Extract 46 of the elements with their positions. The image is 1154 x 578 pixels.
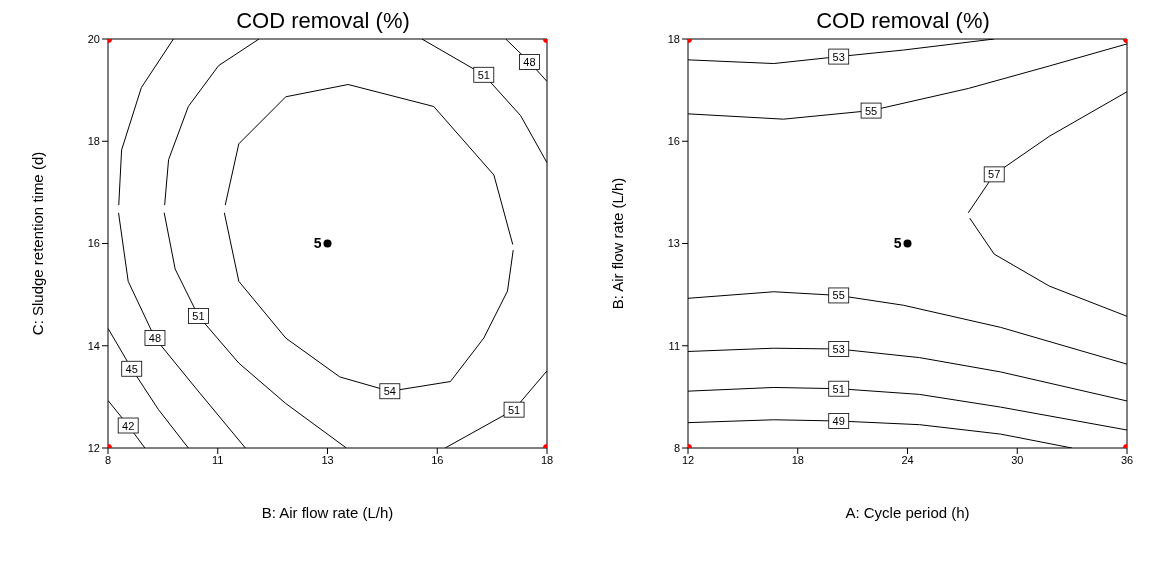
y-tick-label: 18 xyxy=(667,32,680,45)
series-label: 45 xyxy=(125,362,138,375)
y-tick-label: 8 xyxy=(673,441,680,454)
y-tick-label: 20 xyxy=(87,32,100,45)
x-axis-title: A: Cycle period (h) xyxy=(845,504,970,521)
y-tick-label: 14 xyxy=(87,339,100,352)
y-tick-label: 12 xyxy=(87,441,100,454)
point xyxy=(323,239,332,248)
series-label: 53 xyxy=(832,343,845,356)
series-label: 51 xyxy=(832,382,845,395)
series-label: 53 xyxy=(832,50,845,63)
x-tick-label: 18 xyxy=(791,453,804,466)
y-axis-title: C: Sludge retention time (d) xyxy=(29,151,47,336)
y-tick-label: 16 xyxy=(87,237,100,250)
point xyxy=(903,239,912,248)
series-label: 42 xyxy=(122,419,135,432)
series-label: 49 xyxy=(832,415,845,428)
x-tick-label: 24 xyxy=(901,453,914,466)
series-label: 51 xyxy=(477,68,490,81)
y-tick-label: 13 xyxy=(667,237,680,250)
chart-title: COD removal (%) xyxy=(235,8,411,34)
x-tick-label: 11 xyxy=(212,453,224,466)
x-tick-label: 12 xyxy=(681,453,695,466)
line-series xyxy=(224,84,514,246)
x-axis-title: B: Air flow rate (L/h) xyxy=(261,504,394,521)
series-label: 51 xyxy=(507,403,521,416)
x-tick-label: 8 xyxy=(104,453,112,466)
x-tick-label: 18 xyxy=(540,453,554,466)
series-label: 48 xyxy=(148,332,162,345)
annotation: 5 xyxy=(313,235,322,252)
series-label: 57 xyxy=(988,168,1001,181)
annotation: 5 xyxy=(893,235,902,252)
y-tick-label: 16 xyxy=(667,135,680,148)
series-label: 55 xyxy=(832,289,845,302)
series-label: 51 xyxy=(192,310,205,323)
y-axis-title: B: Air flow rate (L/h) xyxy=(609,177,627,310)
series-label: 55 xyxy=(864,104,878,117)
series-label: 54 xyxy=(383,385,396,398)
x-tick-label: 36 xyxy=(1120,453,1134,466)
x-tick-label: 16 xyxy=(431,453,444,466)
chart-title: COD removal (%) xyxy=(815,8,991,34)
x-tick-label: 13 xyxy=(321,453,334,466)
y-tick-label: 18 xyxy=(87,135,100,148)
y-tick-label: 11 xyxy=(668,339,680,352)
x-tick-label: 30 xyxy=(1011,453,1024,466)
series-label: 48 xyxy=(523,56,536,69)
